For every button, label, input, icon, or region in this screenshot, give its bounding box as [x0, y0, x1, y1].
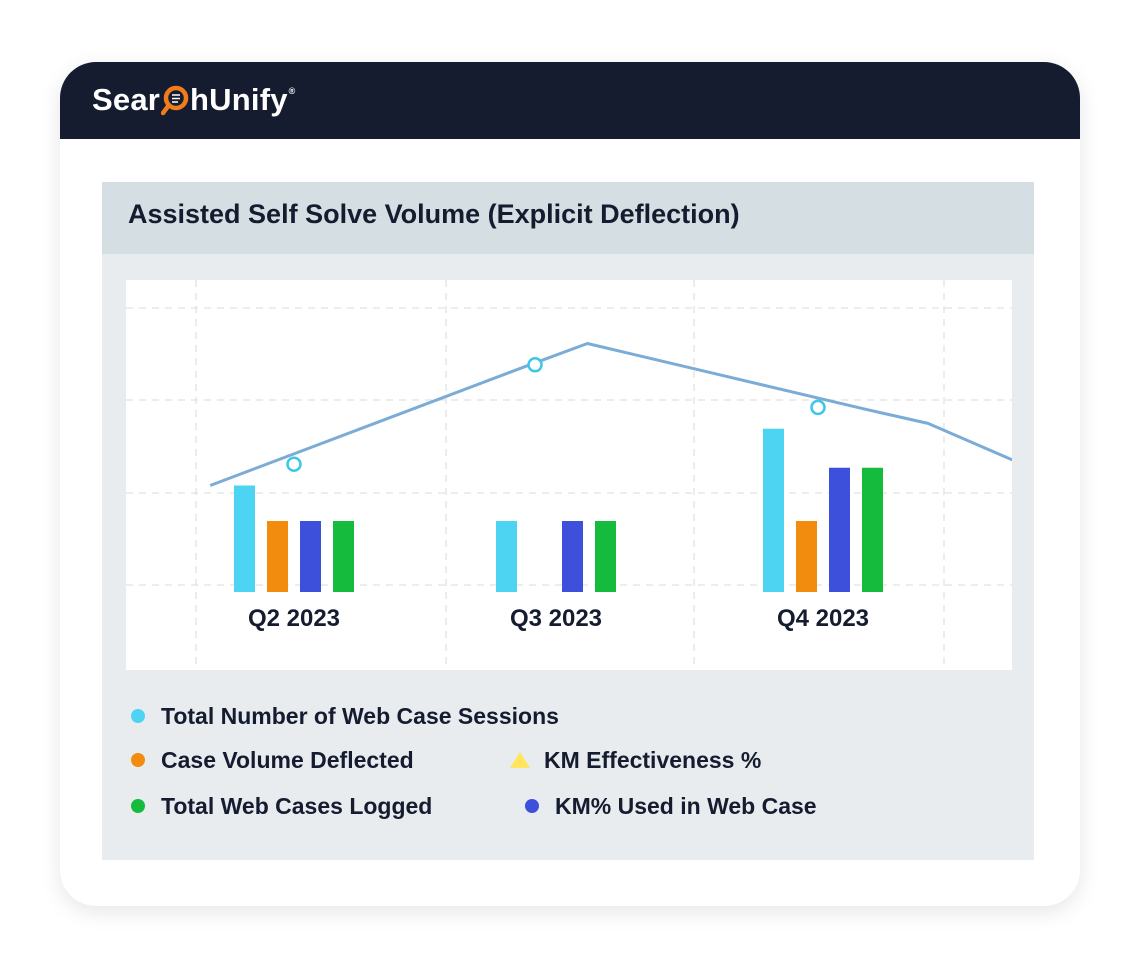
legend-triangle-km-effectiveness — [510, 752, 530, 768]
bar-q4-2023-series-2 — [829, 467, 850, 592]
category-label-2: Q4 2023 — [777, 605, 869, 632]
chart-svg: Q2 2023 Q3 2023 Q4 2023 — [126, 280, 1023, 670]
bar-q3-2023-series-0 — [496, 521, 517, 592]
legend-label-km-used: KM% Used in Web Case — [555, 792, 817, 819]
line-km-effectiveness — [209, 342, 1023, 487]
legend-dot-logged — [131, 799, 145, 813]
legend-item-deflected: Case Volume Deflected — [131, 745, 414, 775]
chart-card: Sear hUnify ® Assisted Self Solve Volume… — [60, 62, 1080, 906]
legend-item-sessions: Total Number of Web Case Sessions — [131, 701, 559, 731]
chart-title: Assisted Self Solve Volume (Explicit Def… — [128, 199, 740, 229]
registered-mark: ® — [288, 86, 296, 96]
magnifier-c-icon — [160, 82, 189, 118]
legend-item-logged: Total Web Cases Logged — [131, 791, 432, 821]
legend-dot-deflected — [131, 753, 145, 767]
chart-panel: Assisted Self Solve Volume (Explicit Def… — [102, 182, 1034, 860]
legend-label-logged: Total Web Cases Logged — [161, 792, 433, 819]
legend-item-km-effectiveness: KM Effectiveness % — [510, 745, 761, 775]
bar-q3-2023-series-2 — [562, 521, 583, 592]
line-marker-0 — [286, 456, 302, 472]
bar-q4-2023-series-3 — [862, 467, 883, 592]
legend-item-km-used: KM% Used in Web Case — [525, 791, 817, 821]
bar-q2-2023-series-2 — [300, 521, 321, 592]
bar-q3-2023-series-3 — [595, 521, 616, 592]
bar-q2-2023-series-3 — [333, 521, 354, 592]
bar-q4-2023-series-1 — [796, 521, 817, 592]
legend-label-km-effectiveness: KM Effectiveness % — [544, 746, 762, 773]
bar-q2-2023-series-0 — [234, 485, 255, 592]
searchunify-logo[interactable]: Sear hUnify ® — [92, 78, 296, 122]
legend-label-sessions: Total Number of Web Case Sessions — [161, 702, 559, 729]
legend-dot-km-used — [525, 799, 539, 813]
plot-area: Q2 2023 Q3 2023 Q4 2023 — [126, 280, 1023, 670]
category-label-0: Q2 2023 — [248, 605, 340, 632]
bar-q2-2023-series-1 — [267, 521, 288, 592]
panel-header: Assisted Self Solve Volume (Explicit Def… — [102, 182, 1034, 254]
bar-q4-2023-series-0 — [763, 428, 784, 592]
logo-text-start: Sear — [92, 82, 161, 117]
legend-dot-sessions — [131, 709, 145, 723]
brand-header: Sear hUnify ® — [60, 62, 1080, 139]
line-marker-1 — [527, 357, 543, 373]
legend-label-deflected: Case Volume Deflected — [161, 746, 414, 773]
line-marker-2 — [810, 399, 826, 416]
category-label-1: Q3 2023 — [510, 605, 602, 632]
logo-text-end: hUnify — [190, 82, 288, 117]
